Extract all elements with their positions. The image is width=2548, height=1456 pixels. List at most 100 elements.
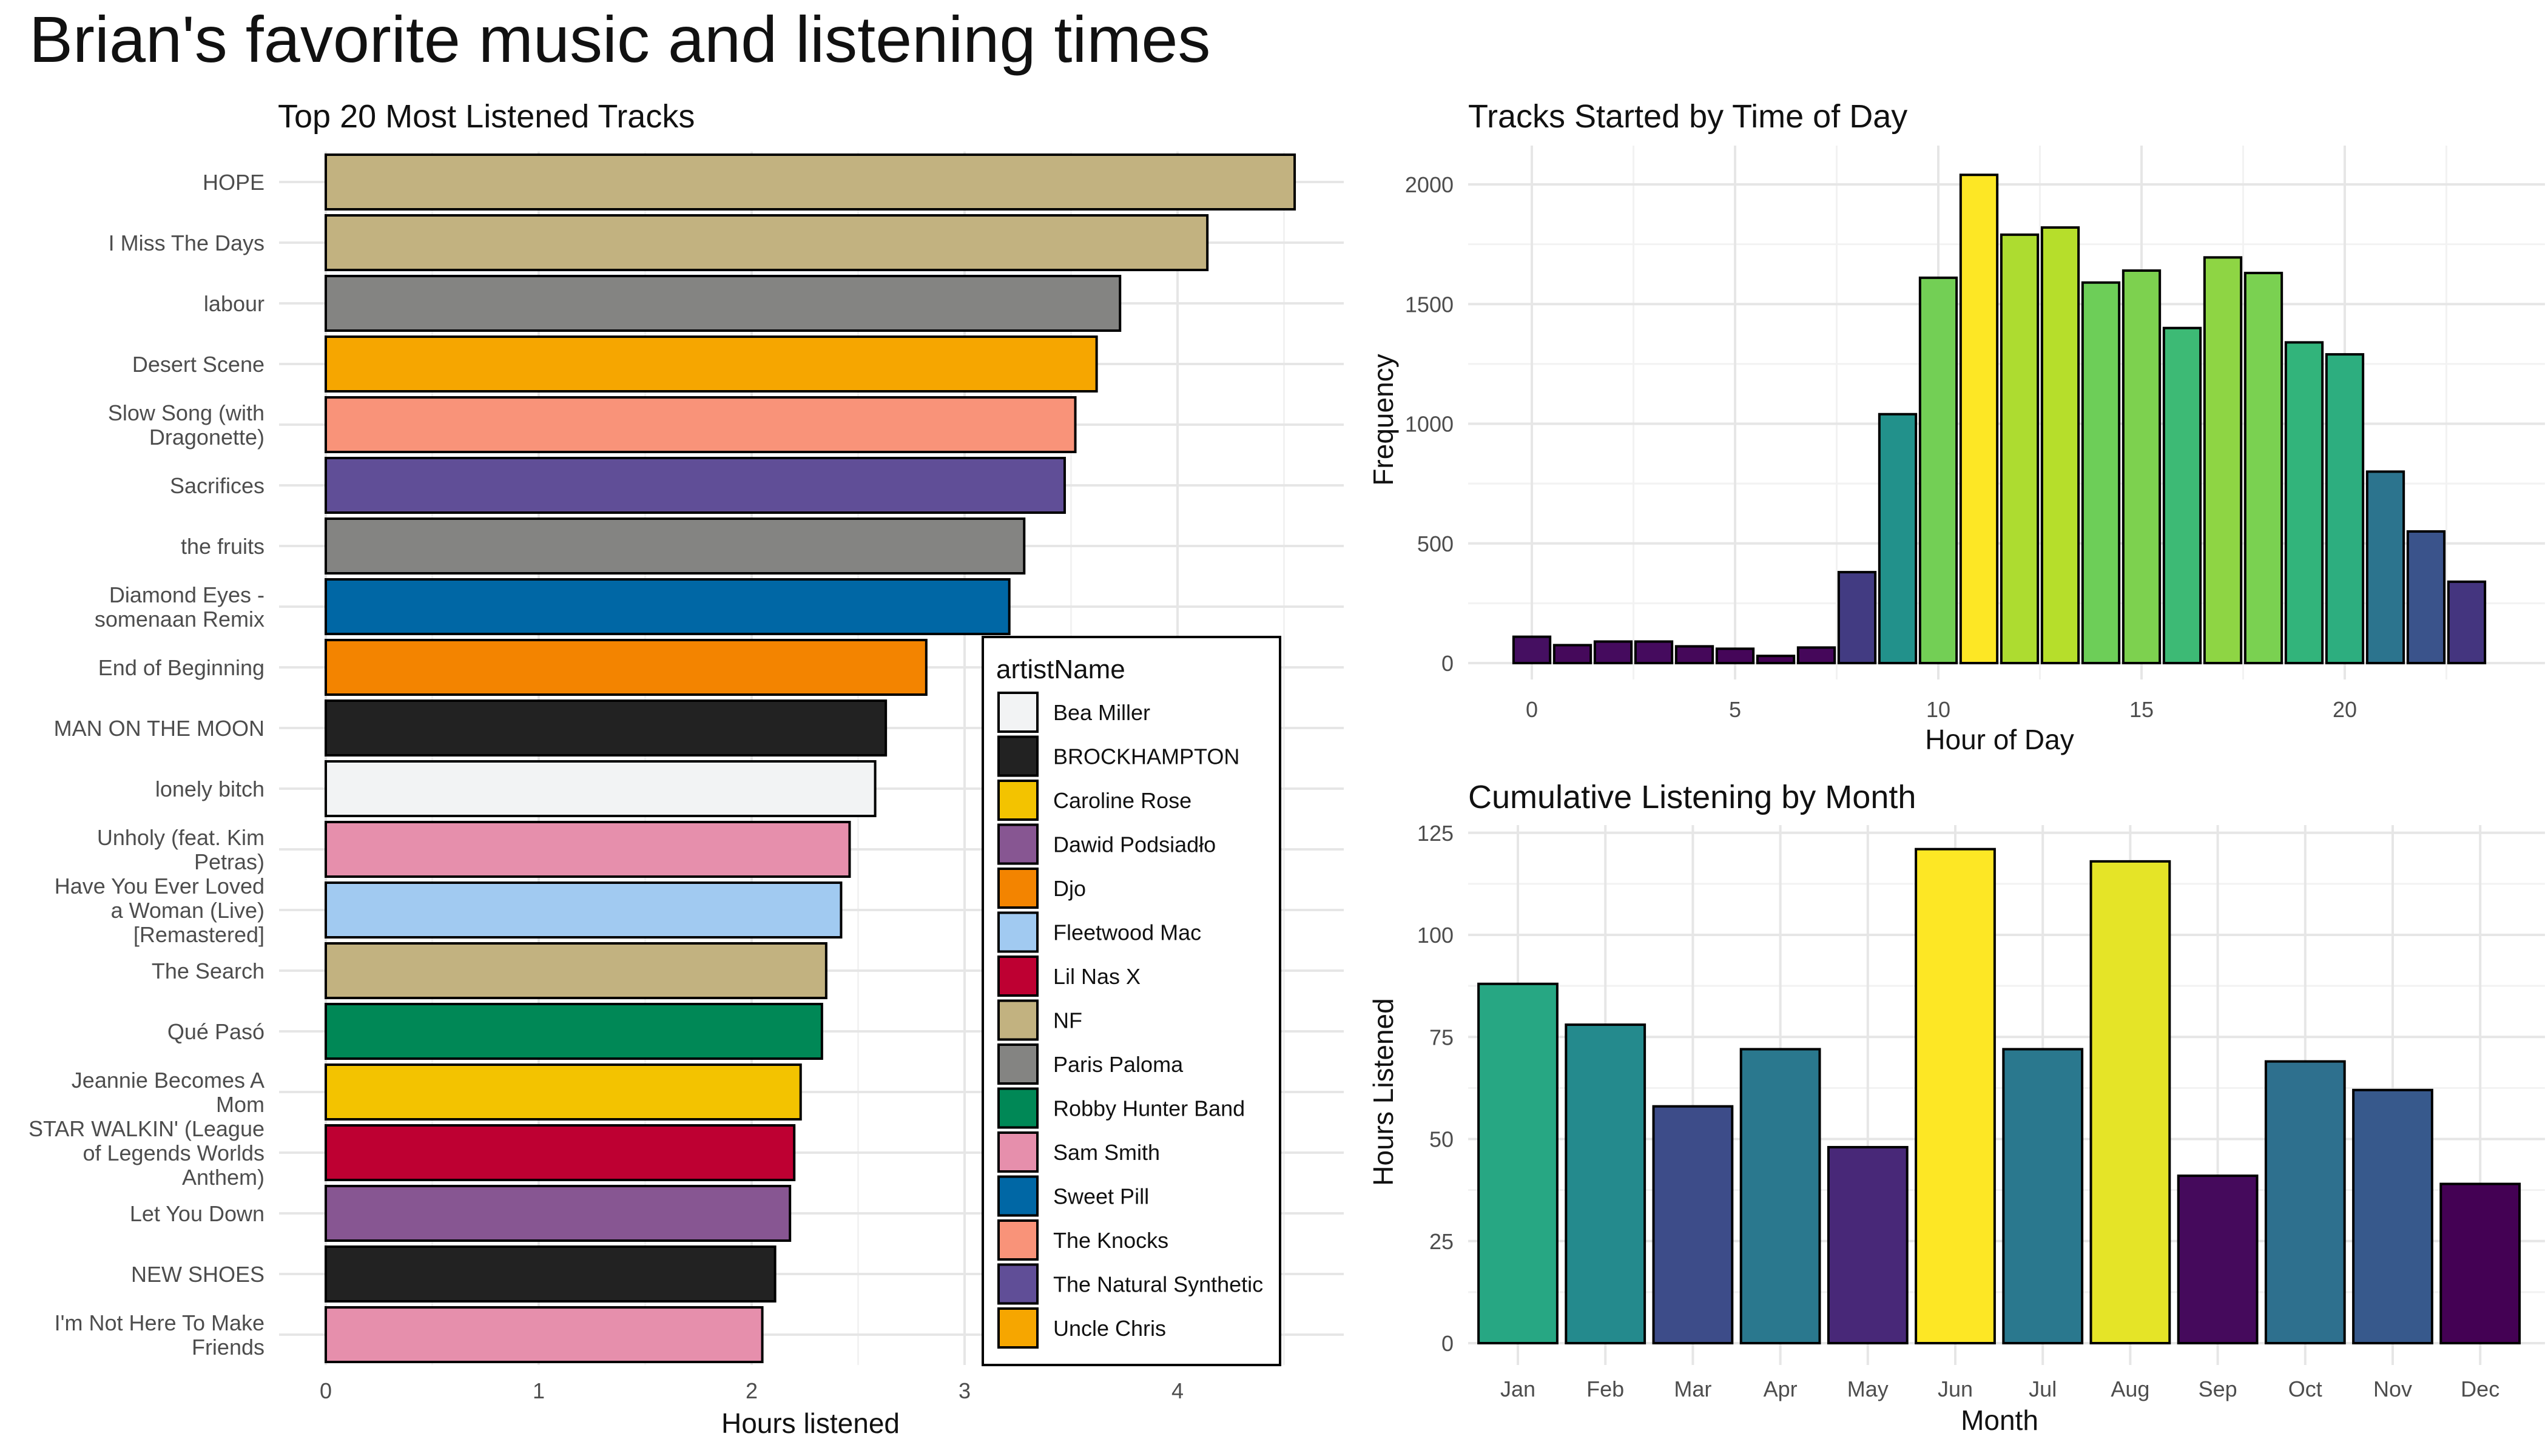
x-tick-label: Mar xyxy=(1674,1377,1711,1401)
legend-label: BROCKHAMPTON xyxy=(1053,744,1239,769)
y-tick-label: 1500 xyxy=(1405,292,1454,317)
x-tick-label: Jun xyxy=(1938,1377,1973,1401)
hours-chart-title: Tracks Started by Time of Day xyxy=(1468,98,1907,135)
track-bar xyxy=(325,1063,802,1121)
legend-label: Djo xyxy=(1053,876,1086,901)
y-tick-label: 0 xyxy=(1441,1331,1454,1356)
hour-bar xyxy=(1918,276,1958,665)
legend-swatch xyxy=(997,735,1039,777)
month-bar xyxy=(1652,1105,1734,1345)
track-label: a Woman (Live) xyxy=(111,898,265,923)
x-tick-label: 20 xyxy=(2333,697,2357,722)
legend-label: Caroline Rose xyxy=(1053,788,1191,813)
month-bar xyxy=(2264,1060,2346,1344)
hour-bar xyxy=(1715,647,1755,664)
track-label: Anthem) xyxy=(182,1165,265,1190)
legend-label: The Natural Synthetic xyxy=(1053,1272,1263,1297)
track-bar xyxy=(325,639,928,696)
legend-swatch xyxy=(997,780,1039,821)
legend-label: Sweet Pill xyxy=(1053,1184,1149,1209)
track-label: Let You Down xyxy=(130,1201,265,1226)
month-bar xyxy=(2439,1182,2521,1345)
track-bar xyxy=(325,214,1209,271)
track-bar xyxy=(325,1245,777,1303)
hour-bar xyxy=(1959,174,1999,665)
track-bar xyxy=(325,153,1296,211)
legend-swatch xyxy=(997,1307,1039,1349)
x-tick-label: 4 xyxy=(1171,1378,1184,1403)
x-tick-label: Jul xyxy=(2029,1377,2057,1401)
track-label: somenaan Remix xyxy=(95,607,265,632)
x-tick-label: Aug xyxy=(2111,1377,2149,1401)
month-bar xyxy=(2352,1088,2433,1344)
track-label: Have You Ever Loved xyxy=(55,874,265,898)
track-label: Dragonette) xyxy=(149,425,265,450)
month-bar xyxy=(1739,1048,1821,1344)
legend-label: Dawid Podsiadło xyxy=(1053,832,1216,857)
track-label: of Legends Worlds xyxy=(83,1141,265,1165)
track-label: [Remastered] xyxy=(133,922,265,947)
tracks-chart-title: Top 20 Most Listened Tracks xyxy=(278,98,695,135)
legend-label: Fleetwood Mac xyxy=(1053,920,1201,945)
track-label: Friends xyxy=(192,1335,265,1360)
track-bar xyxy=(325,517,1026,575)
x-tick-label: Apr xyxy=(1764,1377,1798,1401)
x-tick-label: 2 xyxy=(746,1378,758,1403)
y-axis-title: Hours Listened xyxy=(1367,998,1399,1185)
track-label: I'm Not Here To Make xyxy=(55,1310,265,1335)
y-tick-label: 25 xyxy=(1429,1229,1454,1254)
legend-swatch xyxy=(997,823,1039,865)
track-label: The Search xyxy=(152,959,265,983)
hour-bar xyxy=(1512,635,1552,664)
month-bar xyxy=(1827,1145,1909,1344)
legend-swatch xyxy=(997,999,1039,1041)
month-bar xyxy=(1477,982,1559,1344)
track-label: Qué Pasó xyxy=(167,1019,265,1044)
y-tick-label: 1000 xyxy=(1405,412,1454,437)
x-tick-label: 5 xyxy=(1729,697,1741,722)
hour-bar xyxy=(2325,353,2365,664)
legend-label: Uncle Chris xyxy=(1053,1316,1166,1341)
x-tick-label: Nov xyxy=(2373,1377,2412,1401)
x-tick-label: Jan xyxy=(1500,1377,1535,1401)
hour-bar xyxy=(2040,226,2080,664)
hour-bar xyxy=(1878,413,1918,664)
hour-bar xyxy=(1837,571,1877,665)
monthly-listening-chart: Cumulative Listening by Month Jan Feb Mar Ap… xyxy=(1367,779,2545,1436)
legend-swatch xyxy=(997,692,1039,733)
track-bar xyxy=(325,457,1066,514)
hour-bar xyxy=(2162,326,2202,664)
hour-bar xyxy=(2365,470,2405,665)
y-tick-label: 100 xyxy=(1417,923,1454,948)
hour-bar xyxy=(1634,640,1674,664)
legend-label: Bea Miller xyxy=(1053,700,1150,725)
x-tick-label: Oct xyxy=(2288,1377,2322,1401)
x-tick-label: 0 xyxy=(1526,697,1538,722)
legend-label: Lil Nas X xyxy=(1053,964,1141,989)
track-bar xyxy=(325,699,888,757)
track-bar xyxy=(325,881,843,939)
x-tick-label: Dec xyxy=(2461,1377,2499,1401)
track-bar xyxy=(325,335,1098,393)
track-label: End of Beginning xyxy=(98,655,265,680)
legend-swatch xyxy=(997,1043,1039,1085)
track-label: NEW SHOES xyxy=(131,1262,265,1287)
y-tick-label: 2000 xyxy=(1405,172,1454,197)
track-bar xyxy=(325,942,827,999)
track-label: Petras) xyxy=(194,849,265,874)
x-tick-label: Sep xyxy=(2199,1377,2237,1401)
hour-bar xyxy=(1674,645,1714,665)
track-label: Unholy (feat. Kim xyxy=(97,825,265,850)
track-label: MAN ON THE MOON xyxy=(54,716,265,741)
track-label: Desert Scene xyxy=(132,352,265,377)
months-chart-title: Cumulative Listening by Month xyxy=(1468,779,1916,815)
x-tick-label: May xyxy=(1847,1377,1889,1401)
month-bar xyxy=(2177,1175,2259,1344)
legend-swatch xyxy=(997,1175,1039,1217)
legend-label: Robby Hunter Band xyxy=(1053,1096,1245,1121)
hour-bar xyxy=(2203,256,2243,664)
x-axis-title: Hours listened xyxy=(721,1407,900,1439)
month-bar xyxy=(2002,1048,2084,1344)
legend-label: The Knocks xyxy=(1053,1228,1168,1253)
